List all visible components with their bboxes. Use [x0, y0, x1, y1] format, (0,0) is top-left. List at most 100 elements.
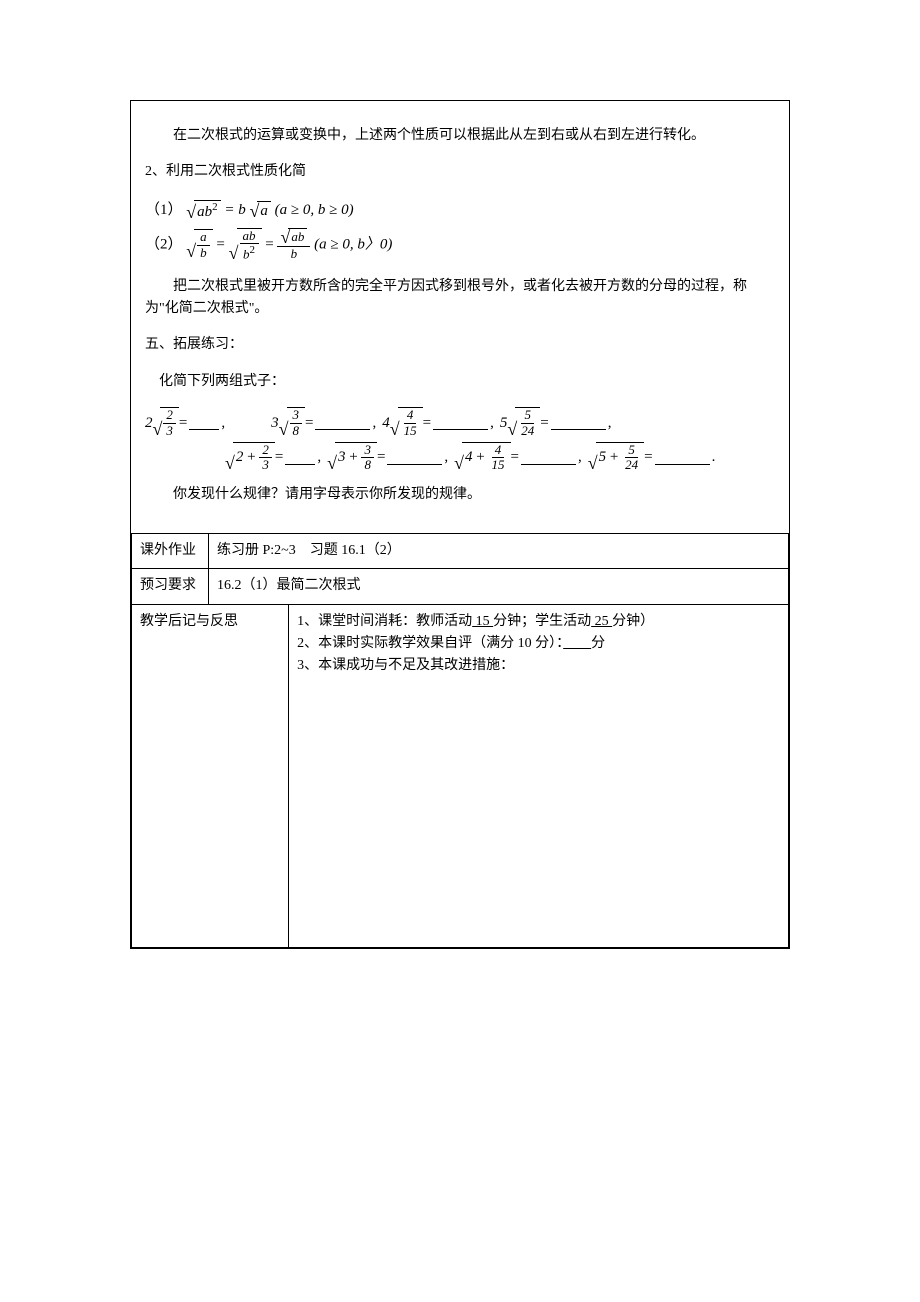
r2c1-den: 3 [259, 458, 272, 472]
table-row: 课外作业 练习册 P:2~3 习题 16.1（2） [132, 533, 789, 568]
comma: , [578, 445, 582, 469]
r3l1-c: 分钟） [612, 614, 654, 629]
r3l1-b: 分钟；学生活动 [493, 614, 591, 629]
sqrt-a: √ a [250, 201, 271, 220]
para2-text: 把二次根式里被开方数所含的完全平方因式移到根号外，或者化去被开方数的分母的过程，… [145, 276, 775, 321]
formula-2: （2） √ a b = √ ab [145, 228, 775, 262]
r1c4-num: 5 [521, 408, 534, 423]
r1c1-coef: 2 [145, 411, 153, 435]
ex-r1-c3: 4 √415 = , [382, 407, 500, 438]
ex-r2-c3: √4 + 415 = , [454, 442, 588, 473]
r2c2-den: 8 [361, 458, 374, 472]
f2-num-a: a [197, 230, 210, 245]
blank [189, 415, 219, 430]
equals-2: = [265, 236, 277, 252]
f2-den-b-final: b [288, 247, 301, 261]
eq: = [423, 411, 431, 435]
formula-1: （1） √ ab2 = b √ a (a ≥ 0, b ≥ 0) [145, 198, 775, 222]
comma: , [608, 411, 612, 435]
blank [433, 415, 488, 430]
comma: , [221, 411, 225, 435]
ex-r1-c1: 2 √23 = , [145, 407, 231, 438]
r3l2-b: 分 [591, 636, 605, 651]
paragraph-intro: 在二次根式的运算或变换中，上述两个性质可以根据此从左到右或从右到左进行转化。 [145, 125, 775, 147]
r3l2-a: 2、本课时实际教学效果自评（满分 10 分）： [297, 636, 563, 651]
frac-r2c1: 23 [259, 443, 272, 473]
row1-content: 练习册 P:2~3 习题 16.1（2） [209, 533, 789, 568]
eq: = [377, 445, 385, 469]
r1c3-num: 4 [404, 408, 417, 423]
f1-eq: = b [224, 202, 245, 218]
sqrt-r1c3: √415 [390, 407, 423, 438]
top-section: 在二次根式的运算或变换中，上述两个性质可以根据此从左到右或从右到左进行转化。 2… [131, 101, 789, 533]
r1c2-den: 8 [290, 424, 303, 438]
row3-line1: 1、课堂时间消耗：教师活动 15 分钟；学生活动 25 分钟） [297, 611, 780, 633]
row2-content: 16.2（1）最简二次根式 [209, 569, 789, 604]
comma: , [317, 445, 321, 469]
r1c1-den: 3 [163, 424, 176, 438]
f2-den-b: b [197, 246, 210, 260]
comma: , [444, 445, 448, 469]
blank [387, 450, 442, 465]
frac-a-b: a b [197, 230, 210, 260]
blank [315, 415, 370, 430]
blank [655, 450, 710, 465]
sqrt-r2c2: √3 + 38 [327, 442, 377, 473]
plus: + [345, 449, 361, 465]
r1c4-coef: 5 [500, 411, 508, 435]
sqrt-r1c1: √23 [153, 407, 179, 438]
eq: = [179, 411, 187, 435]
f2-num-ab: ab [240, 229, 259, 244]
row3-label: 教学后记与反思 [132, 604, 289, 947]
f1-sup: 2 [212, 201, 218, 213]
row1-label: 课外作业 [132, 533, 209, 568]
r1c3-den: 15 [401, 424, 420, 438]
frac-r1c2: 38 [290, 408, 303, 438]
content-box: 在二次根式的运算或变换中，上述两个性质可以根据此从左到右或从右到左进行转化。 2… [130, 100, 790, 949]
r3l1-v2: 25 [591, 614, 612, 629]
item-2-label: 2、利用二次根式性质化简 [145, 161, 775, 183]
spacer [231, 407, 271, 438]
eq: = [275, 445, 283, 469]
exercise-row-1: 2 √23 = , 3 √38 = , 4 √415 = , 5 √ [145, 407, 775, 438]
sqrt-r2c4: √5 + 524 [588, 442, 644, 473]
blank [285, 450, 315, 465]
sqrt-r1c2: √38 [279, 407, 305, 438]
row2-label: 预习要求 [132, 569, 209, 604]
period: . [712, 445, 716, 469]
row3-line2: 2、本课时实际教学效果自评（满分 10 分）： 分 [297, 633, 780, 655]
comma: , [490, 411, 494, 435]
r2c4-num: 5 [625, 443, 638, 458]
f1-ab: ab [197, 204, 212, 220]
eq: = [540, 411, 548, 435]
plus: + [243, 449, 259, 465]
row3-content: 1、课堂时间消耗：教师活动 15 分钟；学生活动 25 分钟） 2、本课时实际教… [289, 604, 789, 947]
ex-r2-c2: √3 + 38 = , [327, 442, 454, 473]
r2c4-int: 5 [599, 449, 607, 465]
r2c2-num: 3 [361, 443, 374, 458]
f1-cond: (a ≥ 0, b ≥ 0) [275, 202, 354, 218]
sqrt-a-over-b: √ a b [186, 229, 212, 260]
f1-a: a [257, 201, 271, 220]
r1c1-num: 2 [163, 408, 176, 423]
r3l2-blank [563, 636, 591, 651]
summary-table: 课外作业 练习册 P:2~3 习题 16.1（2） 预习要求 16.2（1）最简… [131, 533, 789, 948]
frac-r2c3: 415 [489, 443, 508, 473]
eq: = [305, 411, 313, 435]
frac-r2c2: 38 [361, 443, 374, 473]
section-5-sub: 化简下列两组式子： [145, 371, 775, 393]
row3-line3: 3、本课成功与不足及其改进措施： [297, 655, 780, 677]
ex-r1-c4: 5 √524 = , [500, 407, 618, 438]
frac-r1c1: 23 [163, 408, 176, 438]
sqrt-r2c3: √4 + 415 [454, 442, 510, 473]
comma: , [372, 411, 376, 435]
blank [521, 450, 576, 465]
plus: + [606, 449, 622, 465]
paragraph-simplify: 把二次根式里被开方数所含的完全平方因式移到根号外，或者化去被开方数的分母的过程，… [145, 276, 775, 321]
page: 在二次根式的运算或变换中，上述两个性质可以根据此从左到右或从右到左进行转化。 2… [0, 0, 920, 1149]
f2-sab: ab [288, 228, 307, 246]
frac-sqrtab-b: √ ab b [277, 228, 310, 261]
plus: + [473, 449, 489, 465]
r2c1-num: 2 [259, 443, 272, 458]
formula-2-label: （2） [145, 236, 183, 252]
